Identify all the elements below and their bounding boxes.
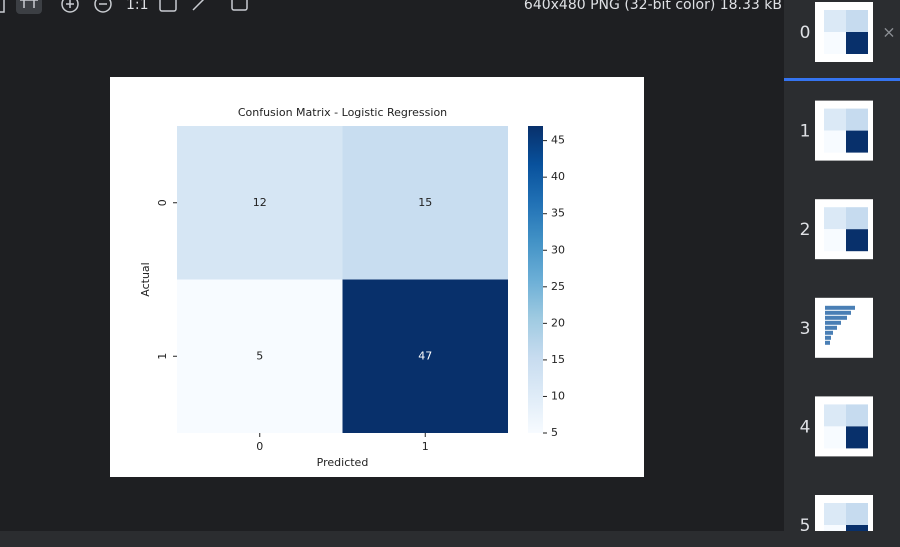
thumbnail-detail [825, 335, 831, 340]
thumbnail-index: 3 [800, 319, 811, 339]
colorbar-tick-label: 10 [551, 389, 565, 402]
thumbnail-detail [825, 320, 841, 325]
cell-label: 12 [253, 196, 267, 209]
thumbnail-index: 1 [800, 122, 811, 142]
heatmap-cell [177, 126, 343, 280]
picker-button[interactable] [192, 0, 207, 11]
cell-label: 15 [418, 196, 432, 209]
colorbar-tick-label: 20 [551, 316, 565, 329]
thumbnail-detail [846, 108, 868, 131]
thumbnail-detail [824, 404, 846, 427]
thumbnail-detail [825, 325, 837, 330]
heatmap-cell [342, 126, 508, 280]
thumbnail-detail [824, 10, 846, 32]
thumbnail-detail [846, 503, 868, 525]
y-axis-label: Actual [139, 262, 152, 296]
cell-label: 5 [256, 349, 263, 362]
thumbnail-detail [824, 503, 846, 525]
chart-title: Confusion Matrix - Logistic Regression [238, 106, 447, 119]
colorbar-tick-label: 5 [551, 426, 558, 439]
thumbnail-detail [824, 32, 846, 54]
colorbar-tick-label: 25 [551, 280, 565, 293]
heatmap-cell [342, 279, 508, 433]
zoom-in-icon [66, 0, 74, 8]
thumbnail-detail [825, 310, 851, 315]
thumbnail-index: 5 [800, 516, 811, 536]
thumbnail[interactable] [815, 199, 873, 260]
thumbnail-detail [824, 426, 846, 449]
thumbnail-detail [825, 305, 855, 310]
thumbnail-index: 0 [800, 23, 811, 43]
thumbnail-detail [846, 404, 868, 427]
thumbnail-index: 2 [800, 220, 811, 240]
grid-icon [20, 0, 38, 8]
thumbnail[interactable] [815, 100, 873, 161]
thumbnail[interactable] [815, 297, 873, 358]
zoom-actual[interactable]: 1:1 [126, 0, 149, 13]
colorbar-tick-label: 15 [551, 353, 565, 366]
chart: Confusion Matrix - Logistic Regression12… [139, 106, 565, 469]
thumbnail-detail [824, 207, 846, 230]
grid-button[interactable] [16, 0, 42, 14]
zoom-in[interactable] [61, 0, 79, 13]
heatmap-cell [177, 279, 343, 433]
thumbnail-detail [825, 315, 847, 320]
fit-button[interactable] [159, 0, 177, 12]
thumbnail-detail [846, 32, 868, 54]
y-tick-label: 1 [156, 353, 169, 360]
status-bar [0, 531, 900, 547]
colorbar-tick-label: 40 [551, 170, 565, 183]
y-tick-label: 0 [156, 199, 169, 206]
x-axis-label: Predicted [317, 456, 369, 469]
crop-button[interactable] [231, 0, 248, 11]
toolbar [0, 0, 248, 14]
tool-button[interactable] [0, 0, 5, 13]
colorbar [528, 126, 543, 433]
cell-label: 47 [418, 349, 432, 362]
colorbar-tick-label: 30 [551, 243, 565, 256]
thumbnail-detail [825, 340, 830, 345]
x-tick-label: 1 [422, 440, 429, 453]
thumbnail-detail [846, 207, 868, 230]
thumbnail-detail [824, 108, 846, 131]
thumbnail-detail [846, 426, 868, 449]
zoom-out[interactable] [94, 0, 112, 13]
thumbnail-list: 0 1 2 3 4 5 [800, 2, 873, 547]
colorbar-tick-label: 45 [551, 134, 565, 147]
x-tick-label: 0 [256, 440, 263, 453]
thumbnail[interactable] [815, 2, 873, 62]
selection-bar [784, 78, 900, 81]
thumbnail-detail [824, 229, 846, 252]
thumbnail-index: 4 [800, 417, 811, 437]
thumbnail-detail [825, 330, 833, 335]
colorbar-tick-label: 35 [551, 207, 565, 220]
thumbnail-detail [846, 130, 868, 153]
thumbnail-detail [846, 229, 868, 252]
thumbnail[interactable] [815, 396, 873, 457]
thumbnail-detail [846, 10, 868, 32]
close-button[interactable]: × [882, 23, 895, 42]
thumbnail-detail [824, 130, 846, 153]
image-info: 640x480 PNG (32-bit color) 18.33 kB [524, 0, 782, 13]
